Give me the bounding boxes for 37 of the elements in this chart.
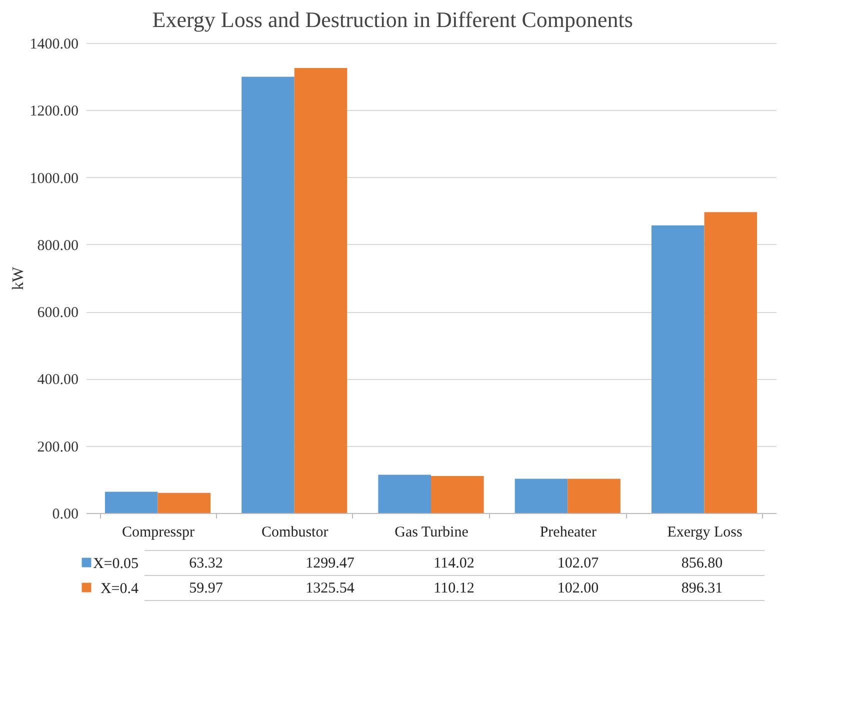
data-label: 896.31 xyxy=(681,580,723,596)
bar xyxy=(104,492,158,513)
y-tick-label: 1000.00 xyxy=(30,170,78,187)
x-tick-label: Combustor xyxy=(262,524,328,540)
data-label: 1325.54 xyxy=(306,580,355,596)
data-label: 110.12 xyxy=(434,580,474,596)
y-tick-label: 600.00 xyxy=(37,305,78,322)
y-tick-label: 200.00 xyxy=(37,439,78,456)
x-tick-label: Gas Turbine xyxy=(394,524,469,540)
data-label: 856.80 xyxy=(681,556,723,572)
x-tick-label: Exergy Loss xyxy=(667,524,742,540)
data-label: 114.02 xyxy=(434,556,474,572)
data-label: 63.32 xyxy=(189,556,223,572)
data-label: 59.97 xyxy=(189,580,224,596)
data-label: 102.07 xyxy=(557,556,600,572)
bar xyxy=(294,68,348,513)
y-tick-label: 0.00 xyxy=(52,506,78,522)
y-tick-label: 1400.00 xyxy=(30,36,78,52)
bar xyxy=(514,478,568,513)
y-tick-label: 400.00 xyxy=(37,372,78,388)
bar xyxy=(704,212,758,513)
chart-title: Exergy Loss and Destruction in Different Components xyxy=(152,7,633,32)
y-tick-label: 1200.00 xyxy=(30,104,78,120)
legend-label: X=0.4 xyxy=(100,581,139,597)
data-label: 102.00 xyxy=(557,580,599,596)
x-tick-label: Preheater xyxy=(540,524,596,540)
x-tick-label: Compresspr xyxy=(122,524,194,540)
bar xyxy=(431,476,484,513)
y-axis-title: kW xyxy=(10,266,27,290)
bar xyxy=(568,478,620,513)
y-tick-label: 800.00 xyxy=(37,238,78,254)
legend-label: X=0.05 xyxy=(92,556,138,572)
bar xyxy=(651,225,704,513)
bar xyxy=(242,76,294,513)
bar xyxy=(158,492,211,513)
data-label: 1299.47 xyxy=(306,556,355,572)
bar xyxy=(378,474,431,513)
